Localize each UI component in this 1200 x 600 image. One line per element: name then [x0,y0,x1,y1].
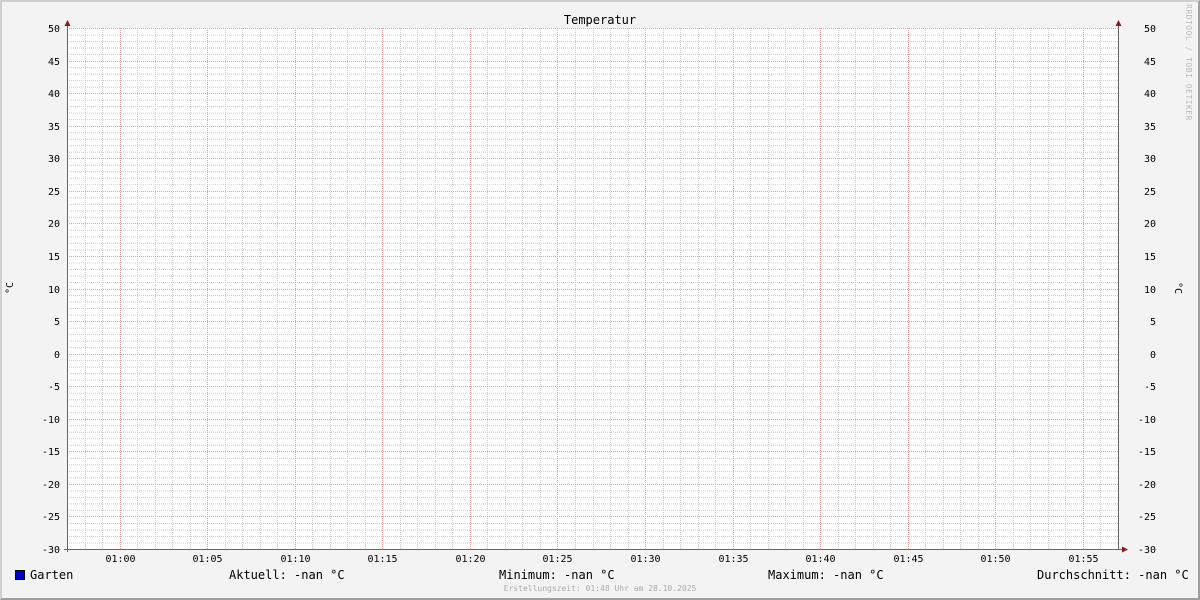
y-tick-label-right: 5 [1150,317,1156,328]
chart-title: Temperatur [564,13,636,27]
y-tick-label-left: 25 [48,187,60,198]
x-tick-label: 01:40 [805,554,835,565]
x-tick-label: 01:45 [893,554,923,565]
x-tick-label: 01:10 [280,554,310,565]
y-tick-label-left: 50 [48,24,60,35]
x-tick-label: 01:35 [718,554,748,565]
y-tick-label-right: -25 [1138,512,1156,523]
legend-swatch-garten [15,570,25,580]
y-tick-label-right: -30 [1138,545,1156,556]
y-tick-label-right: 15 [1144,252,1156,263]
y-tick-label-right: 45 [1144,57,1156,68]
x-tick-label: 01:30 [630,554,660,565]
y-tick-label-right: -15 [1138,447,1156,458]
y-tick-label-left: -5 [48,382,60,393]
x-tick-label: 01:25 [542,554,572,565]
y-tick-label-left: -25 [42,512,60,523]
y-tick-label-right: -5 [1144,382,1156,393]
y-tick-label-right: 35 [1144,122,1156,133]
y-tick-label-left: 45 [48,57,60,68]
x-axis-arrow-icon [1122,546,1128,553]
y-tick-label-right: 20 [1144,219,1156,230]
y-tick-label-right: -10 [1138,415,1156,426]
y-tick-label-left: -20 [42,480,60,491]
y-tick-label-left: -10 [42,415,60,426]
legend-average: Durchschnitt: -nan °C [1037,568,1189,582]
y-tick-label-left: -15 [42,447,60,458]
y-axis-arrow-left-icon [64,20,71,26]
rrdtool-watermark: RRDTOOL / TOBI OETIKER [1184,4,1193,121]
y-tick-label-right: -20 [1138,480,1156,491]
y-tick-label-left: -30 [42,545,60,556]
y-tick-label-left: 15 [48,252,60,263]
y-tick-label-left: 0 [54,350,60,361]
y-tick-label-left: 5 [54,317,60,328]
x-tick-label: 01:00 [105,554,135,565]
x-tick-label: 01:20 [455,554,485,565]
y-tick-label-left: 20 [48,219,60,230]
y-tick-label-left: 35 [48,122,60,133]
x-tick-label: 01:05 [192,554,222,565]
y-tick-label-right: 25 [1144,187,1156,198]
x-tick-label: 01:50 [980,554,1010,565]
x-tick-label: 01:55 [1068,554,1098,565]
y-tick-label-left: 10 [48,285,60,296]
y-axis-label-right: °C [1172,282,1183,294]
x-tick-label: 01:15 [367,554,397,565]
y-tick-label-right: 50 [1144,24,1156,35]
legend-minimum: Minimum: -nan °C [499,568,615,582]
y-tick-label-right: 0 [1150,350,1156,361]
legend-maximum: Maximum: -nan °C [768,568,884,582]
creation-time-footer: Erstellungszeit: 01:48 Uhr am 28.10.2025 [503,584,697,593]
y-tick-label-right: 10 [1144,285,1156,296]
legend-current: Aktuell: -nan °C [229,568,345,582]
y-tick-label-right: 40 [1144,89,1156,100]
y-tick-label-left: 40 [48,89,60,100]
y-axis-arrow-right-icon [1115,20,1122,26]
y-tick-label-left: 30 [48,154,60,165]
y-axis-label-left: °C [5,282,16,294]
legend-series-name: Garten [30,568,74,582]
y-tick-label-right: 30 [1144,154,1156,165]
